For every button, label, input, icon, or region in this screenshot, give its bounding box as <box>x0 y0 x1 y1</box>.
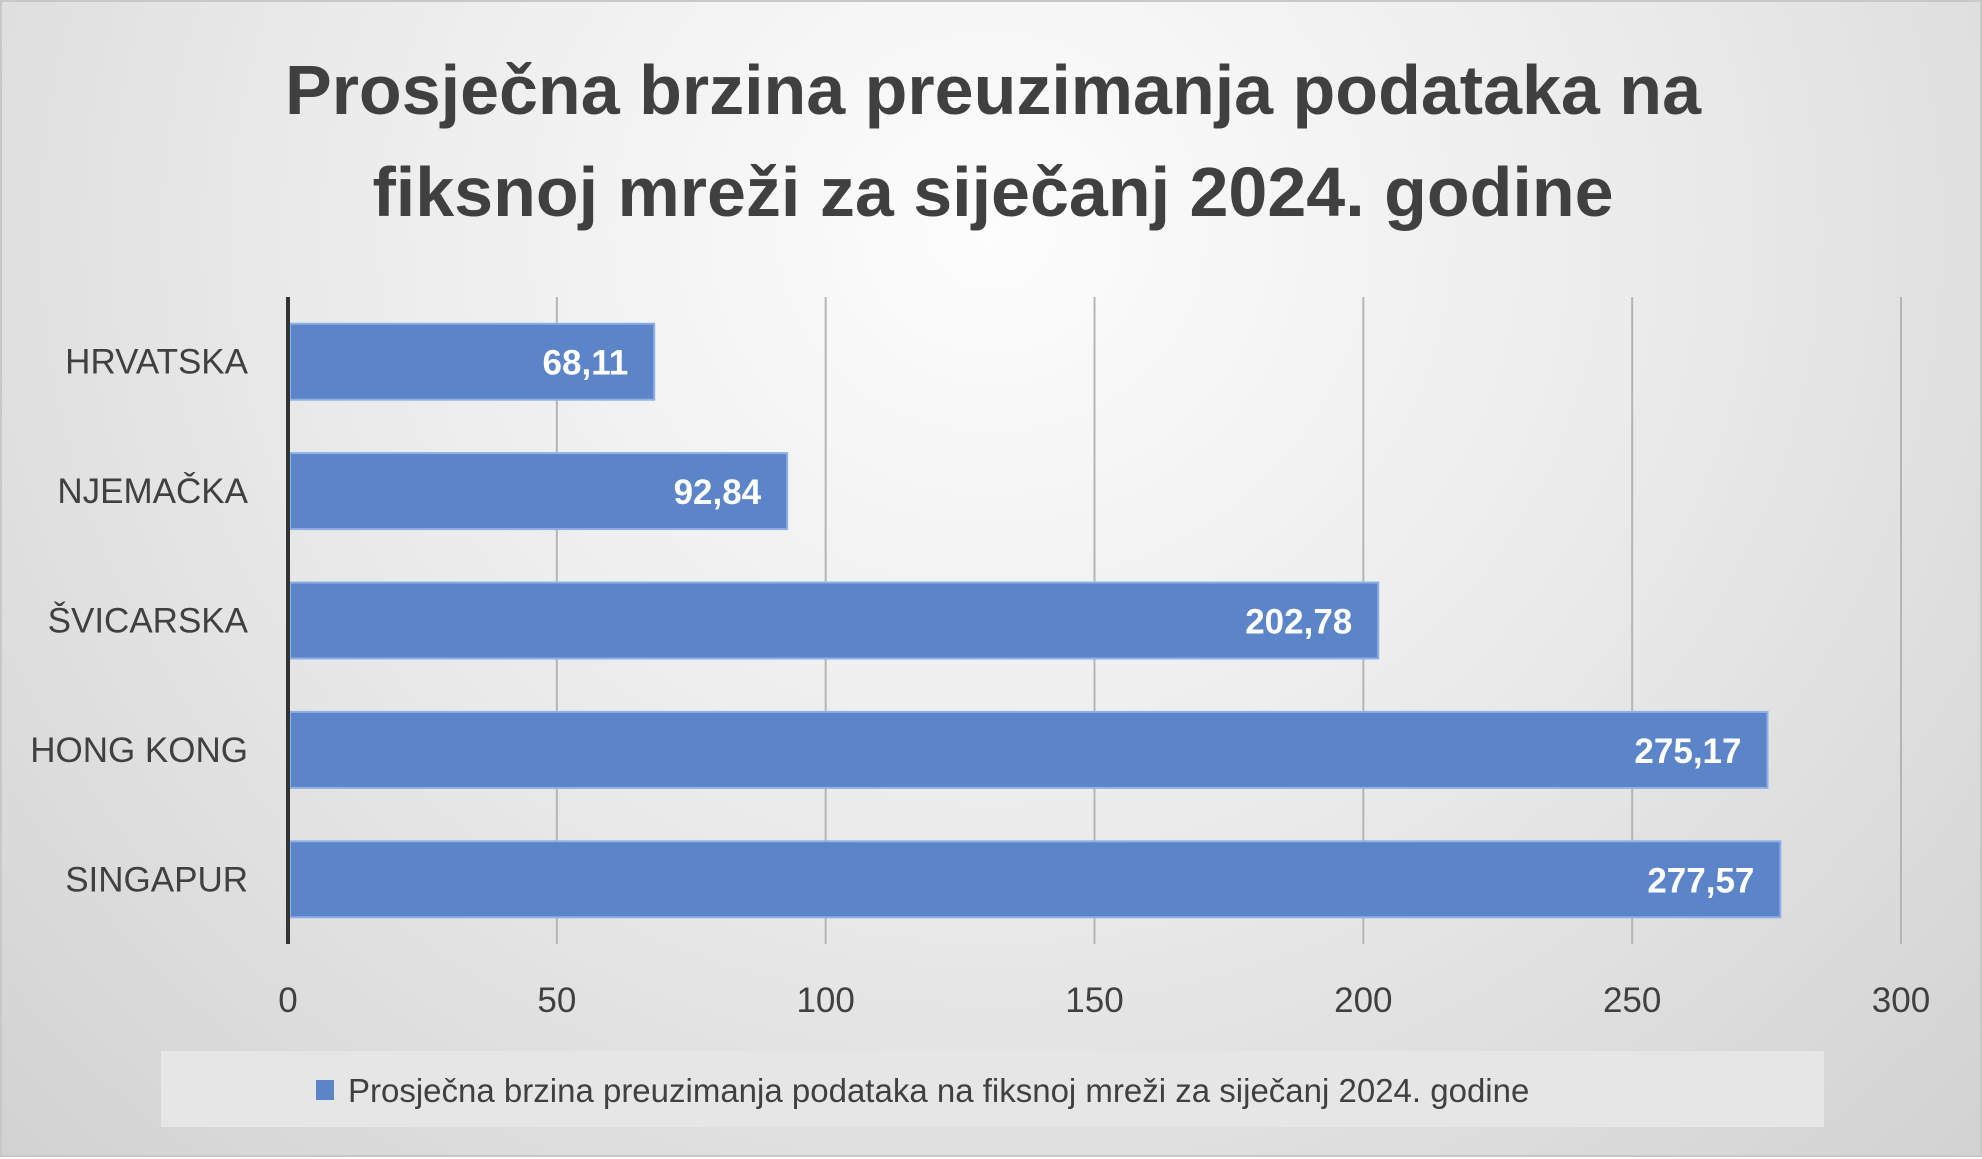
category-label: NJEMAČKA <box>57 472 248 511</box>
legend-label: Prosječna brzina preuzimanja podataka na… <box>348 1072 1529 1109</box>
data-label: 92,84 <box>674 473 762 512</box>
x-tick-label: 150 <box>1065 981 1123 1020</box>
bar <box>289 581 1380 660</box>
category-label: HONG KONG <box>30 731 248 770</box>
chart-title-line-1: Prosječna brzina preuzimanja podataka na <box>285 51 1702 129</box>
data-label: 275,17 <box>1634 732 1741 771</box>
data-label: 277,57 <box>1647 861 1754 900</box>
x-tick-label: 200 <box>1334 981 1392 1020</box>
chart-title-line-2: fiksnoj mreži za siječanj 2024. godine <box>372 153 1613 231</box>
legend-box <box>161 1051 1824 1127</box>
bar <box>289 710 1769 789</box>
x-tick-label: 100 <box>796 981 854 1020</box>
bar <box>289 322 656 401</box>
x-tick-label: 250 <box>1603 981 1661 1020</box>
category-label: HRVATSKA <box>65 343 248 382</box>
category-label: SINGAPUR <box>65 860 248 899</box>
bar <box>289 840 1782 919</box>
x-tick-label: 0 <box>278 981 297 1020</box>
data-label: 202,78 <box>1245 603 1352 642</box>
x-tick-label: 300 <box>1872 981 1930 1020</box>
category-label: ŠVICARSKA <box>48 602 249 641</box>
x-tick-label: 50 <box>537 981 576 1020</box>
legend-swatch <box>316 1080 334 1100</box>
data-label: 68,11 <box>543 344 629 383</box>
